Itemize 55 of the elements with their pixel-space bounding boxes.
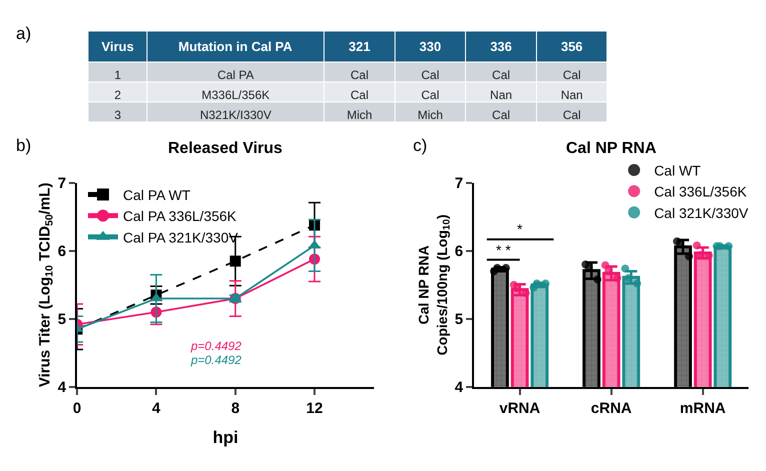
x-tick-label: 0: [72, 400, 82, 417]
text: Cal: [421, 68, 440, 82]
y-tick-label: 4: [58, 379, 67, 396]
category-label: 330: [419, 39, 442, 54]
y-tick-label: 6: [58, 243, 66, 260]
chart-title: Released Virus: [168, 140, 283, 157]
text: Nan: [490, 88, 512, 102]
text: Cal: [492, 68, 510, 82]
annotation: *: [517, 221, 523, 237]
x-tick-label: 4: [152, 400, 162, 417]
legend-label: Cal 321K/330V: [654, 204, 749, 221]
category-label: 356: [560, 39, 583, 54]
x-tick-label: 8: [231, 400, 240, 417]
category-label: 321: [348, 39, 370, 54]
x-tick-label: cRNA: [590, 400, 632, 417]
x-tick-label: vRNA: [499, 400, 540, 417]
text: Nan: [560, 88, 583, 102]
text: Cal: [492, 108, 510, 122]
text: 2: [114, 88, 122, 102]
y-tick-label: 7: [58, 175, 66, 192]
x-tick-label: 12: [306, 400, 323, 417]
y-tick-label: 6: [454, 243, 464, 260]
legend-label: Cal 336L/356K: [654, 184, 748, 200]
text: b): [16, 136, 32, 155]
legend-label: Cal PA WT: [123, 186, 191, 203]
text: Mich: [418, 108, 443, 122]
text: Cal PA: [217, 68, 254, 82]
category-label: Mutation in Cal PA: [178, 39, 293, 54]
y-tick-label: 5: [454, 311, 464, 328]
text: Cal: [350, 88, 369, 102]
text: M336L/356K: [202, 88, 270, 102]
text: Cal: [562, 108, 581, 122]
y-tick-label: 4: [454, 379, 464, 396]
x-axis-title: hpi: [212, 428, 238, 447]
category-label: Virus: [102, 39, 134, 54]
legend-label: Cal WT: [654, 162, 702, 178]
category-label: 336: [490, 39, 512, 54]
annotation: p=0.4492: [190, 339, 242, 353]
annotation: * *: [496, 242, 512, 258]
text: Cal: [562, 68, 581, 82]
x-tick-label: mRNA: [680, 400, 726, 417]
legend-label: Cal PA 321K/330V: [123, 229, 239, 246]
text: Cal: [421, 88, 440, 102]
text: Cal: [350, 68, 369, 82]
chart-title: Cal NP RNA: [566, 140, 657, 157]
y-tick-label: 7: [454, 175, 464, 192]
text: N321K/I330V: [200, 108, 272, 122]
text: c): [413, 136, 428, 155]
legend-label: Cal PA 336L/356K: [123, 208, 238, 224]
text: 3: [114, 108, 122, 122]
text: Mich: [346, 108, 372, 122]
annotation: p=0.4492: [190, 353, 242, 367]
text: a): [16, 24, 32, 43]
y-tick-label: 5: [58, 311, 66, 328]
text: 1: [114, 68, 122, 82]
